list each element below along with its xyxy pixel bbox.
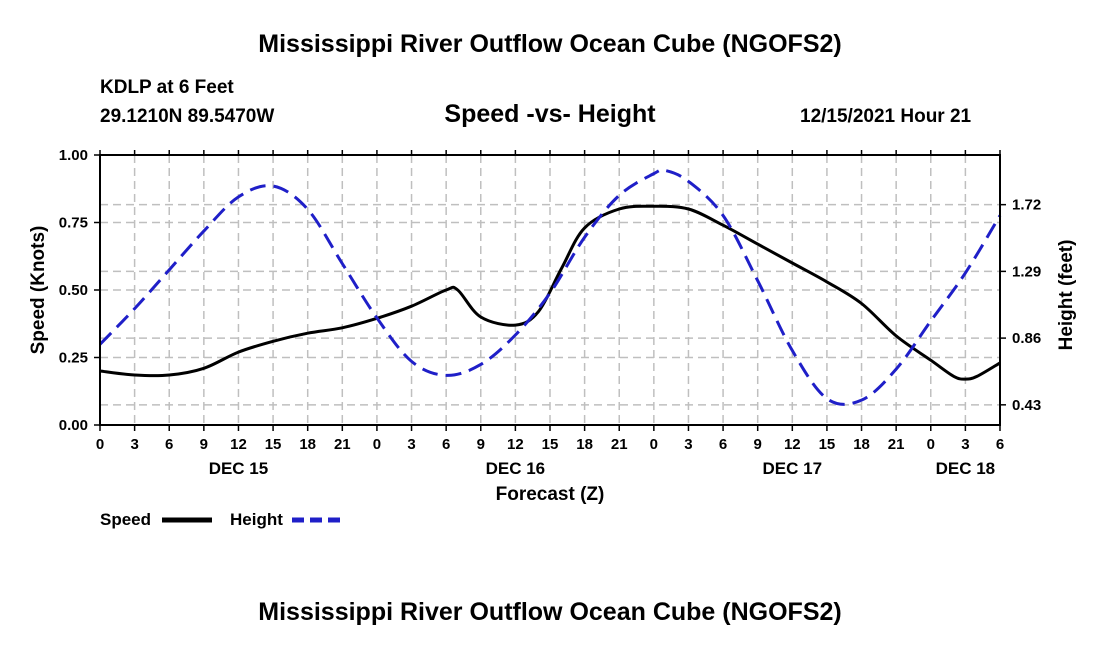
x-tick-label: 0 [373,436,381,453]
x-tick-label: 6 [442,436,450,453]
y-axis-label-left: Speed (Knots) [28,226,49,355]
chart-title: Mississippi River Outflow Ocean Cube (NG… [258,30,842,58]
x-tick-label: 9 [200,436,208,453]
y-tick-label-right: 1.72 [1012,197,1041,214]
x-tick-label: 15 [542,436,559,453]
forecast-datetime: 12/15/2021 Hour 21 [800,106,972,127]
x-tick-label: 21 [611,436,628,453]
height-series-line [98,168,1002,406]
x-tick-label: 0 [650,436,658,453]
series-layer [98,168,1002,406]
y-tick-label-right: 0.43 [1012,397,1041,414]
axis-layer: 0 3 6 9 12 15 18 21 0 3 6 9 12 15 18 21 0 3 6 9 12 15 18 21 0 3 6D… [59,147,1041,478]
grid-lines [100,155,1000,425]
x-tick-label: 15 [819,436,836,453]
station-label: KDLP at 6 Feet [100,77,234,98]
x-tick-label: 18 [576,436,593,453]
y-tick-label-left: 0.00 [59,417,88,434]
x-tick-label: 9 [754,436,762,453]
footer-title: Mississippi River Outflow Ocean Cube (NG… [258,598,842,626]
x-tick-label: 6 [719,436,727,453]
y-axis-label-right: Height (feet) [1056,240,1077,351]
x-tick-label: 12 [784,436,801,453]
x-tick-label: 3 [130,436,138,453]
station-coords: 29.1210N 89.5470W [100,106,275,127]
x-tick-label: 0 [927,436,935,453]
chart-subtitle: Speed -vs- Height [444,100,656,128]
date-label: DEC 17 [763,459,823,478]
x-tick-label: 21 [888,436,905,453]
y-tick-label-left: 0.75 [59,215,88,232]
speed-series-line [99,204,1001,381]
x-tick-label: 3 [684,436,692,453]
legend: Speed Height [100,510,342,529]
x-tick-label: 0 [96,436,104,453]
date-label: DEC 16 [486,459,546,478]
x-tick-label: 21 [334,436,351,453]
y-tick-label-left: 0.50 [59,282,88,299]
legend-speed-label: Speed [100,510,151,529]
x-tick-label: 15 [265,436,282,453]
x-tick-label: 18 [853,436,870,453]
x-tick-label: 12 [230,436,247,453]
legend-height-label: Height [230,510,283,529]
x-tick-label: 6 [996,436,1004,453]
x-tick-label: 18 [299,436,316,453]
y-tick-label-left: 1.00 [59,147,88,164]
x-tick-label: 3 [961,436,969,453]
y-tick-label-right: 0.86 [1012,330,1041,347]
x-tick-label: 12 [507,436,524,453]
y-tick-label-right: 1.29 [1012,263,1041,280]
date-label: DEC 18 [936,459,996,478]
x-tick-label: 9 [477,436,485,453]
x-tick-label: 6 [165,436,173,453]
x-axis-label: Forecast (Z) [496,484,605,505]
x-tick-label: 3 [407,436,415,453]
date-label: DEC 15 [209,459,269,478]
y-tick-label-left: 0.25 [59,350,88,367]
